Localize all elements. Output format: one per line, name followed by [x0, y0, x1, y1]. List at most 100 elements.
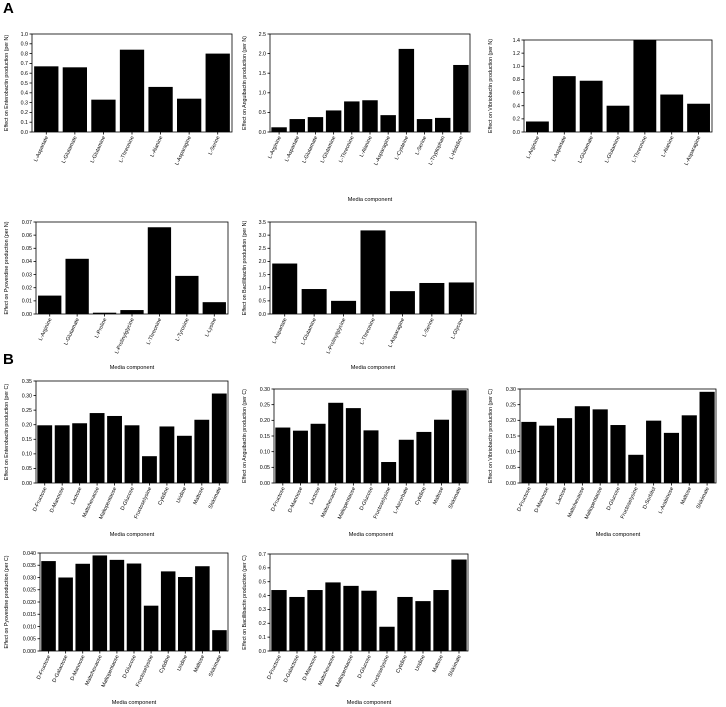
vibriobactin-n-ytick-label-6: 1.2 — [513, 51, 520, 57]
anguibactin-c-xtick-label-1: D-Fructose — [270, 486, 287, 512]
anguibactin-n-xtick-label-6: L-Alanine — [359, 135, 374, 158]
enterobactin-c-bar-2 — [54, 425, 70, 483]
anguibactin-c-bar-9 — [416, 431, 432, 483]
enterobactin-n-ytick-label-10: 1.0 — [21, 32, 28, 38]
bacillibactin-n-xtick-label-7: L-Glycine — [450, 317, 465, 340]
bacillibactin-n-bar-5 — [389, 291, 415, 314]
pyoverdine-c-xtick-label-11: Shikimate — [208, 654, 223, 678]
pyoverdine-n-xtick-label-4: L-Prolinylglycine — [114, 317, 136, 355]
enterobactin-c-bar-3 — [72, 423, 88, 483]
vibriobactin-n-xtick-label-7: L-Asparagine — [684, 135, 703, 166]
anguibactin-c-bar-2 — [292, 430, 308, 483]
vibriobactin-n-bar-3 — [579, 80, 603, 132]
anguibactin-n-bar-7 — [380, 115, 396, 132]
bacillibactin-n-xtick-label-6: L-Serine — [422, 317, 436, 338]
bacillibactin-c-xtick-label-1: D-Fructose — [266, 654, 283, 680]
pyoverdine-c-bar-10 — [195, 566, 210, 651]
bacillibactin-c-xtick-label-9: Uridine — [414, 654, 427, 672]
pyoverdine-n-ytick-label-2: 0.02 — [22, 286, 32, 292]
anguibactin-c-xtick-label-2: D-Mannose — [287, 486, 304, 513]
enterobactin-c-chart: 0.00 0.05 0.10 0.15 0.20 0.25 0.30 0.35 D-Fructo… — [4, 379, 229, 538]
enterobactin-n-ytick-label-6: 0.6 — [21, 71, 28, 77]
anguibactin-n-ylabel: Effect on Anguibactin production (per N) — [242, 36, 248, 130]
enterobactin-c-ytick-label-4: 0.20 — [22, 423, 32, 429]
anguibactin-n-chart: 0.00.51.01.52.02.5L-Arginine L-Aspartate L… — [242, 32, 471, 203]
pyoverdine-n-bar-3 — [92, 312, 117, 314]
bacillibactin-n-ylabel: Effect on Bacillibactin production (per … — [242, 221, 248, 316]
enterobactin-n-xtick-label-7: L-Serine — [208, 135, 222, 156]
bacillibactin-n-ytick-label-4: 2.0 — [259, 259, 266, 265]
enterobactin-c-xtick-label-7: Fructoselysine — [133, 486, 153, 520]
vibriobactin-c-xtick-label-3: Lactose — [555, 486, 568, 505]
pyoverdine-c-xtick-label-6: D-Glucose — [122, 654, 138, 679]
anguibactin-c-bar-7 — [381, 462, 397, 483]
enterobactin-n-ytick-label-1: 0.1 — [21, 120, 28, 126]
bacillibactin-n-xtick-label-5: L-Asparagine — [387, 317, 406, 348]
anguibactin-n-xtick-label-2: L-Aspartate — [284, 135, 301, 162]
enterobactin-c-bar-7 — [142, 456, 157, 483]
anguibactin-c-xtick-label-10: Maltose — [432, 486, 445, 505]
bacillibactin-c-xtick-label-6: D-Glucose — [357, 654, 373, 679]
anguibactin-c-xtick-label-5: Maltopentaose — [337, 486, 357, 520]
bacillibactin-c-ytick-label-7: 0.7 — [259, 552, 266, 558]
vibriobactin-n-ytick-label-1: 0.2 — [513, 117, 520, 123]
vibriobactin-n-xtick-label-2: L-Aspartate — [551, 135, 568, 162]
bacillibactin-n-bar-6 — [419, 282, 445, 314]
anguibactin-c-ylabel: Effect on Anguibactin production (per C) — [242, 389, 248, 483]
enterobactin-n-bar-7 — [205, 53, 230, 132]
bacillibactin-c-xtick-label-4: Maltohexaose — [317, 654, 336, 686]
vibriobactin-c-bar-6 — [610, 425, 626, 483]
bacillibactin-n-ytick-label-6: 3.0 — [259, 233, 266, 239]
anguibactin-c-xtick-label-4: Maltohexaose — [320, 486, 339, 518]
enterobactin-n-ytick-label-9: 0.9 — [21, 42, 28, 48]
enterobactin-c-ytick-label-7: 0.35 — [22, 379, 32, 385]
bacillibactin-c-bar-5 — [343, 585, 359, 651]
pyoverdine-c-bar-2 — [58, 577, 73, 651]
anguibactin-c-xtick-label-7: Fructoselysine — [373, 486, 393, 520]
pyoverdine-c-xtick-label-10: Maltose — [193, 654, 206, 673]
bacillibactin-n-ytick-label-5: 2.5 — [259, 246, 266, 252]
enterobactin-c-xtick-label-6: D-Glucose — [120, 486, 136, 511]
enterobactin-c-ylabel: Effect on Enterobactin production (per C… — [4, 384, 10, 480]
pyoverdine-n-xtick-label-3: L-Proline — [94, 317, 108, 339]
anguibactin-n-xtick-label-3: L-Glutamate — [302, 135, 320, 164]
anguibactin-c-xtick-label-8: L-Ascorbate — [393, 486, 411, 514]
anguibactin-n-ytick-label-4: 2.0 — [259, 51, 266, 57]
vibriobactin-n-bar-5 — [633, 40, 657, 132]
pyoverdine-c-ytick-label-1: 0.005 — [23, 637, 36, 643]
vibriobactin-c-ytick-label-0: 0.00 — [506, 481, 516, 487]
vibriobactin-n-bar-7 — [687, 103, 710, 132]
bacillibactin-c-bar-6 — [361, 590, 377, 651]
anguibactin-n-bar-5 — [344, 101, 360, 132]
bacillibactin-n-chart: 0.0 0.5 1.0 1.5 2.0 2.5 3.0 3.5 L-Aspartate L-Glu… — [242, 220, 477, 371]
anguibactin-c-ytick-label-5: 0.25 — [260, 402, 270, 408]
anguibactin-n-xtick-label-10: L-Tryptophan — [428, 135, 447, 166]
anguibactin-c-ytick-label-3: 0.15 — [260, 434, 270, 440]
pyoverdine-c-bar-4 — [92, 555, 108, 651]
bacillibactin-n-xtick-label-4: L-Threonine — [359, 317, 377, 345]
enterobactin-n-ytick-label-5: 0.5 — [21, 81, 28, 87]
pyoverdine-n-ytick-label-1: 0.01 — [22, 299, 32, 305]
enterobactin-c-bar-10 — [194, 419, 210, 483]
anguibactin-c-ytick-label-1: 0.05 — [260, 465, 270, 471]
enterobactin-c-bar-1 — [37, 425, 53, 483]
pyoverdine-n-xtick-label-2: L-Glutamate — [63, 317, 81, 346]
panel-label-b: B — [3, 351, 14, 368]
vibriobactin-n-ytick-label-7: 1.4 — [513, 38, 520, 44]
pyoverdine-n-bar-5 — [147, 227, 172, 314]
anguibactin-c-bar-1 — [275, 427, 291, 483]
pyoverdine-n-xtick-label-6: L-Tyrosine — [175, 317, 191, 342]
anguibactin-n-xtick-label-1: L-Arginine — [267, 135, 283, 159]
pyoverdine-n-xtick-label-1: L-Arginine — [38, 317, 54, 341]
enterobactin-n-ylabel: Effect on Enterobactin production (per N… — [4, 35, 10, 131]
enterobactin-c-xtick-label-2: D-Mannose — [49, 486, 66, 513]
anguibactin-c-bar-4 — [328, 402, 344, 483]
bacillibactin-n-ytick-label-3: 1.5 — [259, 272, 266, 278]
enterobactin-c-bar-11 — [211, 393, 227, 483]
anguibactin-n-xtick-label-5: L-Threonine — [338, 135, 356, 163]
pyoverdine-n-ytick-label-5: 0.05 — [22, 246, 32, 252]
anguibactin-n-bar-3 — [307, 117, 324, 132]
enterobactin-c-xtick-label-4: Maltohexaose — [82, 486, 101, 518]
vibriobactin-c-ytick-label-4: 0.20 — [506, 418, 516, 424]
enterobactin-n-bar-6 — [177, 98, 202, 132]
